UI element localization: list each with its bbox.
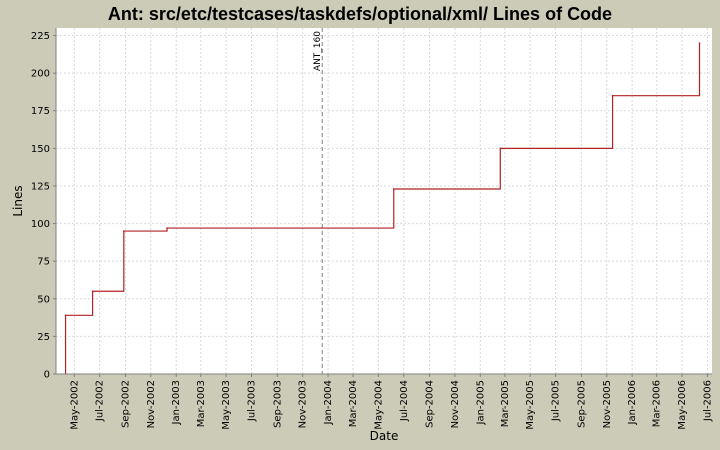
y-tick-label: 125 xyxy=(31,181,50,192)
y-tick-label: 25 xyxy=(37,332,50,343)
x-tick-label: Sep-2005 xyxy=(576,380,587,428)
x-tick-label: Jul-2004 xyxy=(399,380,410,422)
data-point xyxy=(166,227,168,229)
y-tick-label: 100 xyxy=(31,219,50,230)
x-tick-label: Mar-2004 xyxy=(348,380,359,427)
x-tick-label: Jul-2003 xyxy=(247,380,258,422)
release-marker-label: ANT_160 xyxy=(313,31,323,71)
chart-title: Ant: src/etc/testcases/taskdefs/optional… xyxy=(108,4,612,24)
data-point xyxy=(611,94,614,97)
x-tick-label: Mar-2005 xyxy=(500,380,511,427)
data-point xyxy=(698,42,701,44)
data-point xyxy=(392,188,395,190)
x-tick-label: May-2002 xyxy=(69,380,80,430)
y-tick-label: 50 xyxy=(37,294,50,305)
x-tick-label: May-2005 xyxy=(525,380,536,430)
x-tick-label: May-2004 xyxy=(373,380,384,430)
y-tick-label: 75 xyxy=(37,257,50,268)
x-tick-label: Jan-2005 xyxy=(475,380,486,425)
x-tick-label: Nov-2005 xyxy=(602,380,613,428)
series-line xyxy=(64,43,701,374)
x-tick-label: Jan-2004 xyxy=(323,380,334,425)
grid-lines xyxy=(56,28,712,375)
y-tick-label: 150 xyxy=(31,144,50,155)
release-markers: ANT_160 xyxy=(313,28,323,374)
x-tick-label: May-2006 xyxy=(677,380,688,430)
x-tick-label: Mar-2003 xyxy=(196,380,207,427)
x-tick-label: Nov-2003 xyxy=(298,380,309,428)
x-tick-label: Jul-2005 xyxy=(551,380,562,422)
data-point xyxy=(64,314,67,317)
plot-area xyxy=(56,28,712,374)
y-tick-label: 225 xyxy=(31,31,50,42)
x-tick-label: Jul-2006 xyxy=(702,380,713,422)
y-axis-label: Lines xyxy=(11,185,25,216)
x-tick-label: Jul-2002 xyxy=(95,380,106,422)
x-tick-label: Sep-2004 xyxy=(425,380,436,428)
x-tick-label: Sep-2002 xyxy=(120,380,131,428)
y-tick-label: 0 xyxy=(44,370,50,381)
x-tick-label: Mar-2006 xyxy=(652,380,663,427)
x-tick-label: Nov-2004 xyxy=(450,380,461,428)
x-axis-label: Date xyxy=(370,429,399,443)
x-tick-label: May-2003 xyxy=(221,380,232,430)
x-tick-label: Nov-2002 xyxy=(146,380,157,428)
data-point xyxy=(499,147,502,150)
y-tick-label: 175 xyxy=(31,106,50,117)
series-layer xyxy=(64,42,701,375)
data-point xyxy=(123,230,125,232)
data-point xyxy=(91,290,94,293)
y-tick-label: 200 xyxy=(31,69,50,80)
x-tick-label: Jan-2006 xyxy=(627,380,638,425)
axes: 0 25 50 75 100 125 150 175 200 225 May-2002 Jul-200… xyxy=(31,28,713,430)
x-tick-label: Sep-2003 xyxy=(272,380,283,428)
x-tick-label: Jan-2003 xyxy=(171,380,182,425)
